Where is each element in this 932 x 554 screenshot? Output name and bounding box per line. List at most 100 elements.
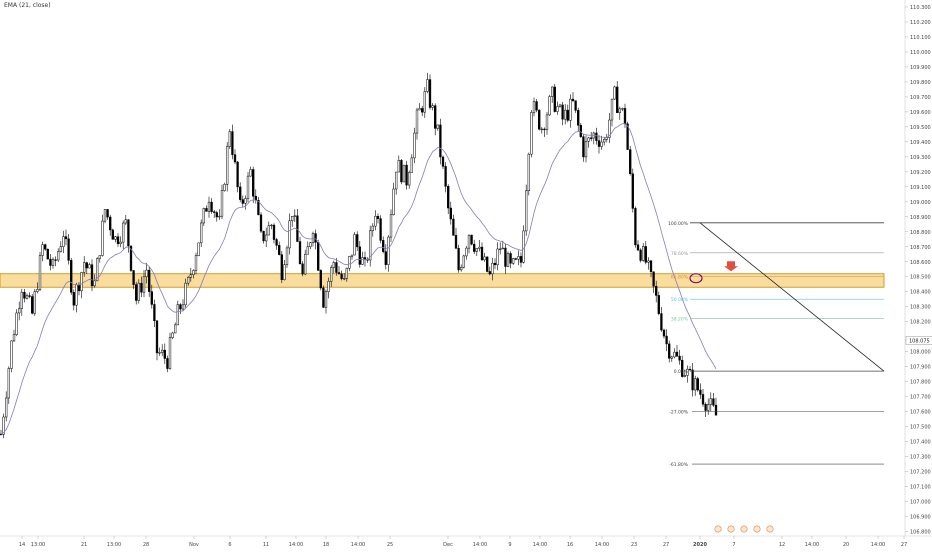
y-tick-label: 107.800 — [910, 380, 931, 386]
candle-body — [309, 242, 312, 247]
candle-body — [129, 245, 133, 271]
candle-body — [62, 236, 65, 247]
y-tick-label: 108.300 — [910, 305, 931, 311]
x-tick-label: 16 — [567, 542, 573, 548]
candle-body — [70, 260, 73, 293]
candle-body — [77, 284, 81, 292]
candle-body — [452, 218, 455, 236]
candle-body — [616, 86, 619, 113]
candle-body — [96, 258, 99, 282]
x-tick-label: 14 — [19, 542, 25, 548]
candle-body — [436, 124, 439, 129]
candle-body — [5, 397, 8, 418]
candle-body — [545, 114, 549, 131]
candle-body — [668, 343, 671, 359]
candle-body — [532, 101, 536, 113]
candle-body — [527, 153, 530, 192]
price-label-box — [905, 336, 932, 345]
candle-body — [220, 190, 224, 217]
y-tick-label: 107.100 — [910, 485, 931, 491]
candle-body — [280, 254, 283, 280]
candle-body — [192, 270, 195, 275]
candle-body — [608, 119, 611, 138]
y-tick-label: 108.200 — [910, 320, 931, 326]
candle-body — [652, 271, 655, 287]
candle-body — [262, 230, 265, 242]
candle-body — [454, 235, 458, 249]
candle-body — [218, 215, 221, 218]
down-arrow-icon — [724, 261, 738, 272]
candle-body — [335, 262, 338, 273]
candle-body — [337, 272, 341, 275]
candle-body — [15, 312, 18, 336]
candle-body — [478, 246, 481, 249]
candle-body — [257, 199, 260, 216]
candle-body — [231, 131, 234, 155]
candle-body — [379, 218, 382, 241]
candle-body — [2, 416, 5, 435]
y-tick-label: 108.500 — [910, 275, 931, 281]
x-tick-label: 23 — [631, 542, 637, 548]
indicator-legend[interactable]: EMA (21, close) — [4, 2, 51, 9]
candle-body — [587, 137, 590, 142]
candle-body — [473, 243, 476, 252]
candle-body — [158, 352, 161, 354]
y-tick-label: 107.400 — [910, 440, 931, 446]
candle-body — [499, 248, 502, 250]
fib-level-label: -61.80% — [669, 462, 689, 468]
candle-body — [488, 271, 491, 275]
fib-level-label: -27.00% — [669, 410, 689, 416]
candle-body — [85, 262, 88, 269]
candle-body — [142, 276, 146, 293]
candle-body — [434, 105, 437, 129]
candle-body — [642, 246, 645, 261]
y-tick-label: 109.100 — [910, 185, 931, 191]
candle-body — [161, 349, 164, 353]
candle-body — [51, 259, 55, 266]
candle-body — [314, 233, 317, 243]
candle-body — [605, 137, 608, 140]
support-zone — [0, 273, 885, 288]
candle-body — [176, 304, 179, 326]
trendline — [699, 222, 885, 372]
candle-body — [324, 291, 328, 308]
candle-body — [83, 262, 86, 273]
x-tick-label: Dec — [443, 542, 453, 548]
y-tick-label: 110.000 — [910, 50, 931, 56]
candle-body — [590, 137, 593, 139]
candle-body — [400, 160, 403, 183]
candle-body — [408, 172, 411, 186]
candle-body — [348, 256, 351, 269]
x-tick-label: 27 — [901, 542, 907, 548]
candle-body — [239, 186, 242, 200]
candle-body — [636, 244, 640, 251]
candle-body — [10, 340, 13, 369]
candle-body — [704, 403, 707, 411]
candle-body — [460, 267, 463, 271]
candle-body — [267, 225, 270, 236]
candle-body — [553, 86, 556, 112]
candle-body — [25, 295, 29, 299]
candle-body — [233, 154, 237, 163]
candle-body — [353, 234, 356, 256]
candle-body — [181, 304, 185, 310]
x-tick-label: 14:00 — [595, 542, 609, 548]
candle-body — [150, 291, 153, 305]
candle-body — [254, 195, 257, 201]
candle-body — [402, 164, 406, 183]
candle-body — [696, 378, 699, 391]
candle-body — [384, 251, 387, 265]
candle-body — [207, 201, 211, 212]
candle-body — [517, 256, 520, 260]
candle-body — [707, 404, 710, 411]
candle-body — [548, 96, 551, 116]
candle-body — [475, 248, 478, 252]
candle-body — [504, 247, 507, 267]
candle-body — [595, 132, 598, 141]
candle-body — [462, 255, 465, 268]
fib-level-label: 50.00% — [671, 297, 689, 303]
candle-body — [525, 190, 528, 232]
candle-body — [132, 270, 135, 285]
